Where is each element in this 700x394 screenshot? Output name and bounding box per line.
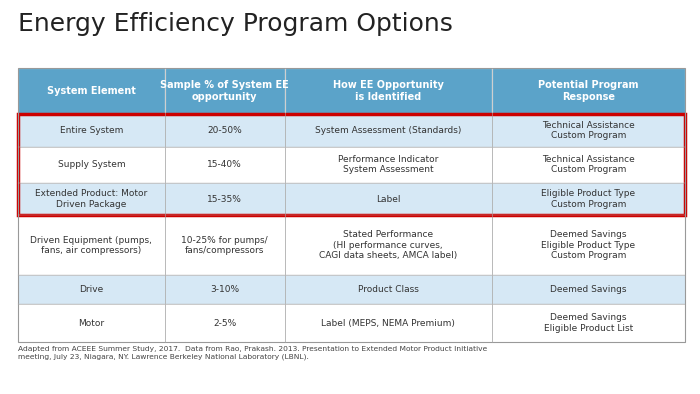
Bar (285, 147, 491, 183)
Bar (18, 215, 164, 275)
Text: Extended Product: Motor
Driven Package: Extended Product: Motor Driven Package (35, 189, 148, 209)
Text: Driven Equipment (pumps,
fans, air compressors): Driven Equipment (pumps, fans, air compr… (30, 236, 153, 255)
Bar (164, 147, 285, 183)
Bar (285, 183, 491, 215)
Text: Drive: Drive (79, 285, 104, 294)
Bar (491, 215, 685, 275)
Bar (18, 68, 685, 342)
Bar (285, 275, 491, 304)
Text: Stated Performance
(HI performance curves,
CAGI data sheets, AMCA label): Stated Performance (HI performance curve… (319, 230, 457, 260)
Text: Energy Efficiency Program Options: Energy Efficiency Program Options (18, 12, 453, 36)
Bar (285, 215, 491, 275)
Text: System Element: System Element (47, 86, 136, 96)
Text: Deemed Savings: Deemed Savings (550, 285, 626, 294)
Text: Eligible Product Type
Custom Program: Eligible Product Type Custom Program (541, 189, 636, 209)
Text: 15-35%: 15-35% (207, 195, 242, 204)
Bar (164, 114, 285, 147)
Text: System Assessment (Standards): System Assessment (Standards) (315, 126, 461, 135)
Bar (491, 183, 685, 215)
Text: Entire System: Entire System (60, 126, 123, 135)
Bar (18, 147, 164, 183)
Text: Deemed Savings
Eligible Product List: Deemed Savings Eligible Product List (544, 314, 633, 333)
Bar (491, 275, 685, 304)
Bar (18, 183, 164, 215)
Text: Technical Assistance
Custom Program: Technical Assistance Custom Program (542, 121, 635, 140)
Text: Potential Program
Response: Potential Program Response (538, 80, 638, 102)
Bar (164, 304, 285, 342)
Bar (491, 114, 685, 147)
Text: 3-10%: 3-10% (210, 285, 239, 294)
Text: Technical Assistance
Custom Program: Technical Assistance Custom Program (542, 155, 635, 175)
Bar (285, 114, 491, 147)
Text: Label (MEPS, NEMA Premium): Label (MEPS, NEMA Premium) (321, 319, 455, 328)
Bar (164, 183, 285, 215)
Text: Deemed Savings
Eligible Product Type
Custom Program: Deemed Savings Eligible Product Type Cus… (541, 230, 636, 260)
Bar (164, 68, 285, 114)
Text: 15-40%: 15-40% (207, 160, 242, 169)
Bar (491, 304, 685, 342)
Text: 2-5%: 2-5% (213, 319, 237, 328)
Bar (18, 114, 685, 215)
Text: Adapted from ACEEE Summer Study, 2017.  Data from Rao, Prakash. 2013. Presentati: Adapted from ACEEE Summer Study, 2017. D… (18, 346, 487, 359)
Bar (18, 114, 164, 147)
Text: Performance Indicator
System Assessment: Performance Indicator System Assessment (338, 155, 438, 175)
Bar (285, 68, 491, 114)
Bar (164, 275, 285, 304)
Text: Sample % of System EE
opportunity: Sample % of System EE opportunity (160, 80, 289, 102)
Text: Motor: Motor (78, 319, 104, 328)
Bar (18, 68, 164, 114)
Bar (285, 304, 491, 342)
Text: Product Class: Product Class (358, 285, 419, 294)
Text: How EE Opportunity
is Identified: How EE Opportunity is Identified (332, 80, 444, 102)
Bar (18, 304, 164, 342)
Bar (18, 275, 164, 304)
Text: 10-25% for pumps/
fans/compressors: 10-25% for pumps/ fans/compressors (181, 236, 268, 255)
Bar (164, 215, 285, 275)
Text: 20-50%: 20-50% (207, 126, 242, 135)
Bar (491, 147, 685, 183)
Text: Label: Label (376, 195, 400, 204)
Bar (491, 68, 685, 114)
Text: Supply System: Supply System (57, 160, 125, 169)
